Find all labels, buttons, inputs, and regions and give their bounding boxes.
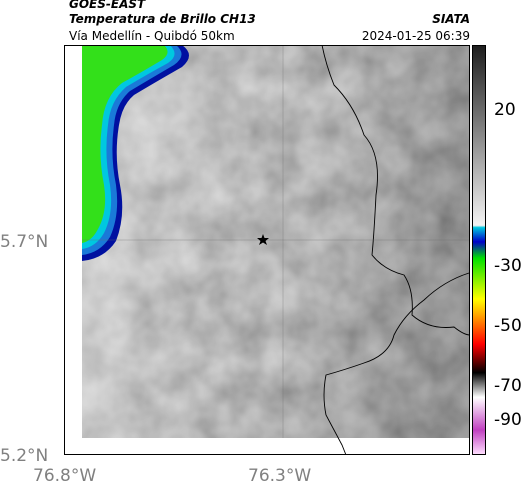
longitude-tick: 76.3°W (248, 466, 312, 486)
title-line2: Temperatura de Brillo CH13 (69, 12, 256, 26)
colorbar-tick: -30 (494, 256, 522, 276)
title-line1: GOES-EAST (69, 0, 146, 11)
colorbar (472, 45, 486, 455)
subtitle: Vía Medellín - Quibdó 50km (69, 29, 235, 43)
colorbar-tick: -50 (494, 316, 522, 336)
satellite-map (64, 45, 470, 455)
longitude-tick: 76.8°W (33, 466, 97, 486)
boundary-line (323, 272, 470, 455)
colorbar-tick: -90 (494, 410, 522, 430)
brightness-temperature-field (82, 45, 469, 438)
datetime-label: 2024-01-25 06:39 (361, 29, 470, 43)
organization-label: SIATA (432, 12, 470, 26)
star-icon (257, 234, 269, 245)
latitude-tick: 5.7°N (0, 232, 49, 252)
colorbar-tick: -70 (494, 376, 522, 396)
boundary-line (321, 45, 470, 336)
colorbar-tick: 20 (494, 100, 516, 120)
latitude-tick: 5.2°N (0, 446, 49, 466)
